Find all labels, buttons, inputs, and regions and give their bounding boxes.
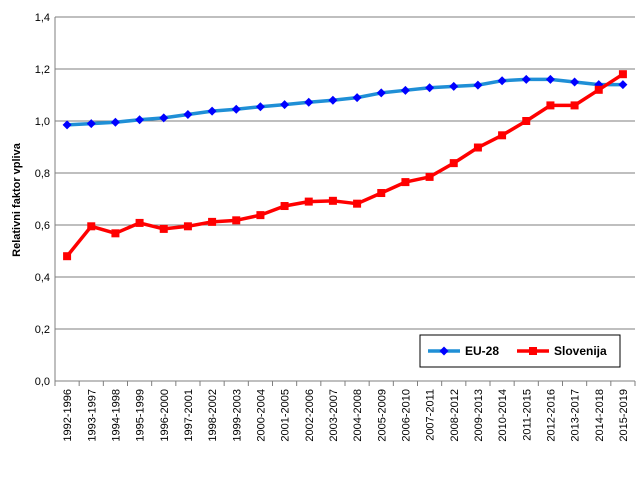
data-point [280,100,290,110]
data-point [280,202,289,211]
data-point [255,102,265,112]
data-point [425,83,435,93]
legend-marker [529,347,537,355]
data-point [110,117,120,127]
legend-label: Slovenija [554,344,607,358]
data-point [183,222,192,231]
y-tick-label: 1,0 [35,116,50,128]
data-point [401,178,410,187]
x-tick-label: 2008-2012 [449,389,461,442]
data-point [498,131,507,140]
data-point [111,229,120,238]
data-point [425,172,434,181]
x-tick-label: 2004-2008 [352,389,364,442]
x-tick-label: 2011-2015 [521,389,533,441]
data-point [304,97,314,107]
x-tick-label: 1995-1999 [135,389,147,442]
x-tick-label: 2005-2009 [376,389,388,442]
legend: EU-28 Slovenija [419,334,621,368]
data-point [473,143,482,152]
x-tick-label: 1996-2000 [159,389,171,442]
x-tick-label: 2001-2005 [280,389,292,442]
y-tick-labels: 0,0 0,2 0,4 0,6 0,8 1,0 1,2 1,4 [35,12,50,388]
data-point [521,74,531,84]
x-tick-label: 2010-2014 [497,389,509,442]
y-axis-title: Relativni faktor vpliva [11,142,23,257]
y-tick-label: 1,4 [35,12,50,24]
data-point [570,77,580,87]
data-point [473,80,483,90]
data-point [377,189,386,198]
x-tick-label: 1993-1997 [86,389,98,442]
series [62,70,628,261]
x-tick-label: 1994-1998 [110,389,122,442]
x-tick-label: 1997-2001 [183,389,195,442]
data-point [304,197,313,206]
x-tick-label: 2003-2007 [328,389,340,442]
y-tick-label: 0,4 [35,272,50,284]
data-point [497,76,507,86]
data-point [618,70,627,79]
y-tick-label: 1,2 [35,64,50,76]
data-point [159,113,169,123]
data-point [135,115,145,125]
data-point [256,211,265,220]
series-line [66,77,623,127]
data-point [87,222,96,231]
data-point [207,106,217,116]
data-point [618,80,628,90]
series-slovenija [63,70,627,261]
data-point [86,119,96,129]
x-tick-label: 1992-1996 [62,389,74,442]
data-point [353,199,362,208]
x-tick-label: 2006-2010 [400,389,412,442]
data-point [376,88,386,98]
data-point [594,85,603,94]
x-tick-label: 2012-2016 [545,389,557,442]
data-point [208,217,217,226]
gridlines [55,16,635,382]
y-tick-label: 0,8 [35,168,50,180]
series-line [65,72,624,258]
legend-label: EU-28 [465,344,499,358]
data-point [231,104,241,114]
data-point [400,85,410,95]
x-tick-label: 2009-2013 [473,389,485,442]
x-tick-label: 2007-2011 [425,389,437,441]
x-tick-label: 1999-2003 [231,389,243,442]
data-point [328,196,337,205]
x-tick-label: 1998-2002 [207,389,219,442]
data-point [62,120,72,130]
data-point [135,218,144,227]
data-point [183,110,193,119]
data-point [449,81,459,91]
x-tick-label: 2015-2019 [618,389,630,442]
data-point [232,216,241,225]
data-point [546,101,555,110]
data-point [522,117,531,125]
data-point [449,159,458,168]
x-tick-label: 2002-2006 [304,389,316,442]
data-point [328,95,338,105]
data-point [352,93,362,103]
data-point [570,101,579,110]
y-tick-label: 0,6 [35,220,50,232]
x-tick-labels: 1992-1996 1993-1997 1994-1998 1995-1999 1996… [62,389,630,442]
y-tick-label: 0,0 [35,376,50,388]
series-eu-28 [62,74,628,130]
data-point [159,224,168,233]
y-tick-label: 0,2 [35,324,50,336]
legend-marker [439,346,449,356]
axes [54,17,636,386]
x-tick-label: 2013-2017 [570,389,582,442]
x-tick-label: 2000-2004 [255,389,267,442]
x-tick-label: 2014-2018 [594,389,606,442]
data-point [545,74,555,84]
data-point [63,252,72,261]
